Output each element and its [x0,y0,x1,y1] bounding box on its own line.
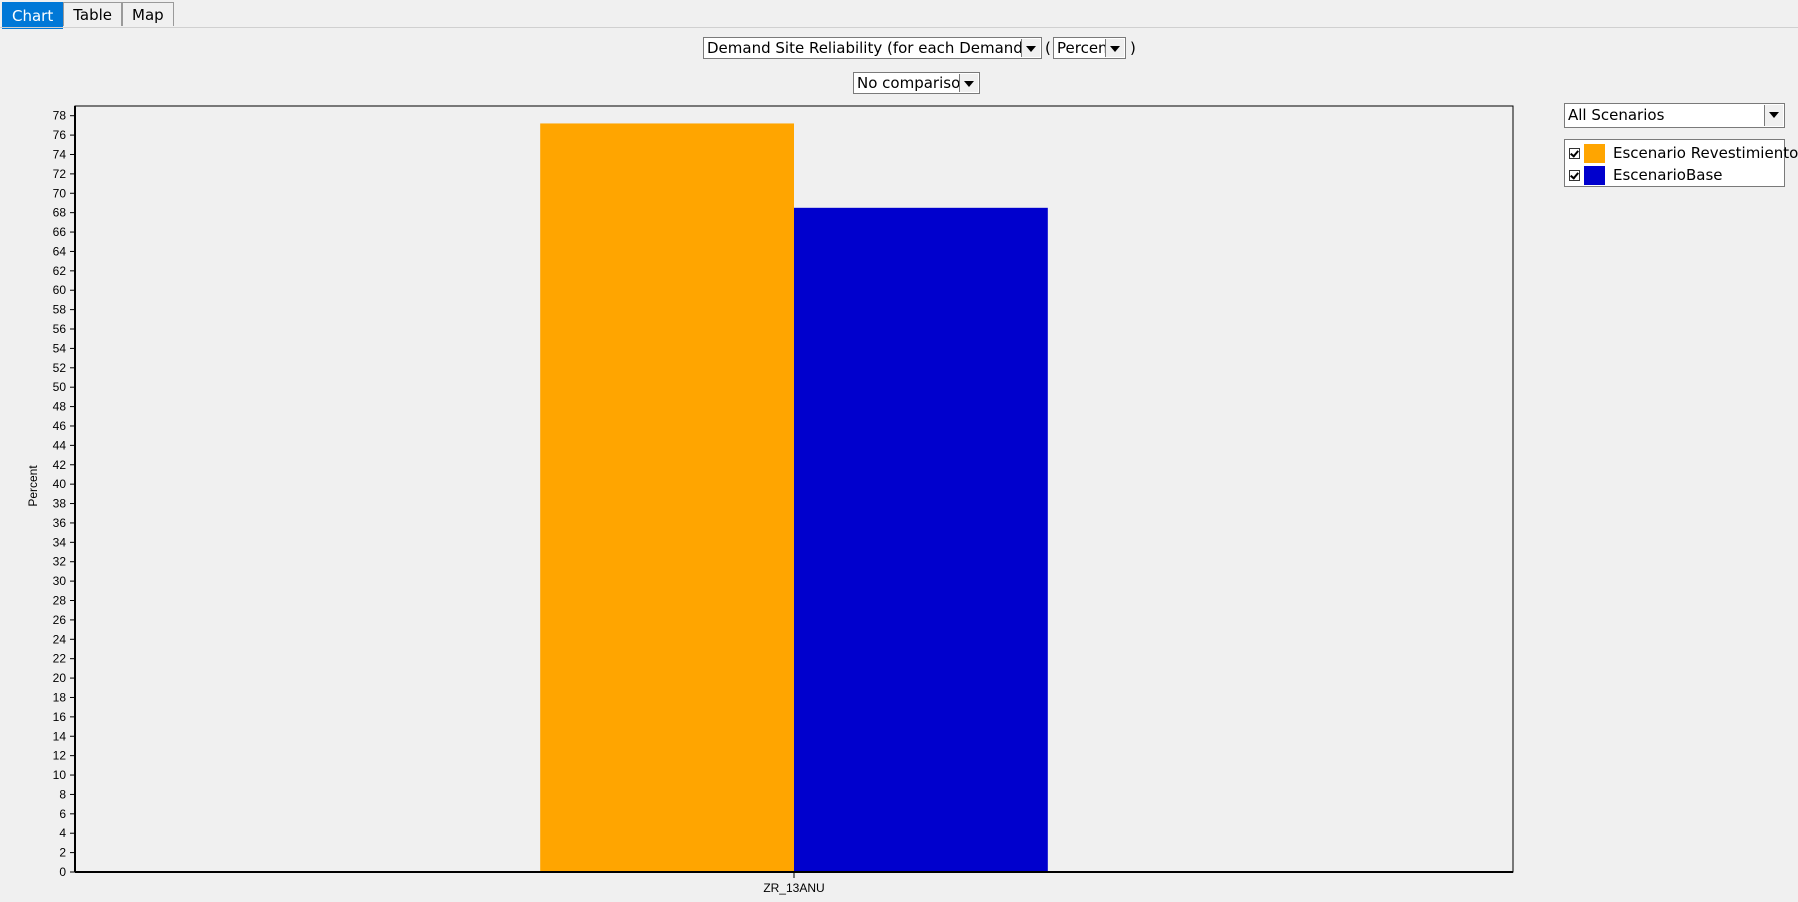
legend-item[interactable]: Escenario Revestimiento [1569,142,1798,164]
close-paren: ) [1130,39,1136,57]
unit-select-value: Percent [1057,39,1114,57]
legend-label: Escenario Revestimiento [1613,144,1798,162]
y-tick-label: 8 [59,787,66,801]
y-tick-label: 20 [53,671,67,685]
legend-swatch [1584,165,1605,185]
bars-group [540,123,1048,872]
scenario-filter-value: All Scenarios [1568,106,1665,124]
y-tick-label: 40 [53,477,67,491]
y-tick-label: 30 [53,574,67,588]
checkbox-checked-icon[interactable] [1569,169,1580,181]
tab-chart[interactable]: Chart [2,2,64,29]
variable-select[interactable]: Demand Site Reliability (for each Demand… [703,37,1042,59]
y-tick-label: 36 [53,516,67,530]
y-tick-label: 78 [53,109,67,123]
view-tabs: Chart Table Map [2,2,174,29]
y-tick-label: 44 [53,438,67,452]
comparison-select[interactable]: No comparison [853,72,980,94]
y-tick-label: 72 [53,167,67,181]
scenario-filter-select[interactable]: All Scenarios [1564,103,1785,128]
y-tick-label: 70 [53,186,67,200]
bar [794,207,1048,872]
y-tick-label: 38 [53,497,67,511]
y-tick-label: 34 [53,535,67,549]
y-tick-label: 14 [53,729,67,743]
tab-table[interactable]: Table [63,2,123,26]
unit-select[interactable]: Percent [1053,37,1126,59]
y-tick-label: 66 [53,225,67,239]
y-tick-label: 64 [53,244,67,258]
y-tick-label: 50 [53,380,67,394]
legend-swatch [1584,143,1605,163]
open-paren: ( [1045,39,1051,57]
y-tick-label: 6 [59,807,66,821]
checkbox-checked-icon[interactable] [1569,147,1580,159]
bar [540,123,794,872]
chevron-down-icon [1021,39,1040,57]
scenario-legend: Escenario Revestimiento EscenarioBase [1564,139,1798,187]
tab-map[interactable]: Map [122,2,174,26]
y-tick-label: 54 [53,341,67,355]
comparison-select-value: No comparison [857,74,970,92]
y-tick-label: 4 [59,826,66,840]
y-tick-label: 22 [53,652,67,666]
chevron-down-icon [1105,39,1124,57]
y-tick-label: 42 [53,458,67,472]
y-tick-label: 74 [53,147,67,161]
y-tick-label: 10 [53,768,67,782]
legend-item[interactable]: EscenarioBase [1569,164,1723,186]
variable-select-value: Demand Site Reliability (for each Demand… [707,39,1042,57]
bar-chart: 0246810121416182022242628303234363840424… [26,105,1514,895]
chevron-down-icon [959,74,978,92]
y-axis-label: Percent [26,465,40,507]
y-tick-label: 58 [53,303,67,317]
y-tick-label: 0 [59,865,66,879]
legend-label: EscenarioBase [1613,166,1723,184]
x-axis: ZR_13ANU [763,872,825,895]
y-tick-label: 24 [53,632,67,646]
chevron-down-icon [1764,105,1783,126]
y-tick-label: 26 [53,613,67,627]
y-tick-label: 76 [53,128,67,142]
y-tick-label: 52 [53,361,67,375]
y-tick-label: 16 [53,710,67,724]
y-tick-label: 68 [53,206,67,220]
y-tick-label: 60 [53,283,67,297]
y-tick-label: 32 [53,555,67,569]
y-tick-label: 48 [53,400,67,414]
y-tick-label: 18 [53,690,67,704]
y-tick-label: 62 [53,264,67,278]
y-tick-label: 46 [53,419,67,433]
y-tick-label: 2 [59,846,66,860]
y-tick-label: 28 [53,594,67,608]
y-tick-label: 12 [53,749,67,763]
tab-divider [0,27,1798,28]
x-tick-label: ZR_13ANU [763,881,824,895]
y-tick-label: 56 [53,322,67,336]
